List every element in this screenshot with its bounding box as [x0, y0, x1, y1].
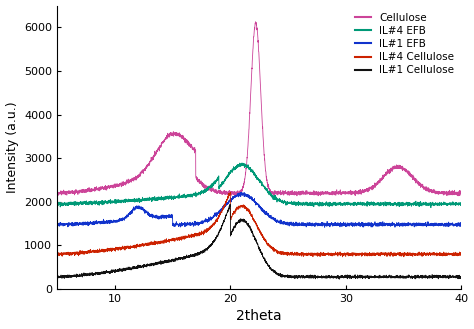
- IL#4 Cellulose: [311, 252, 317, 256]
- IL#1 Cellulose: [294, 275, 300, 279]
- Cellulose: [138, 169, 144, 173]
- Cellulose: [428, 189, 433, 192]
- IL#4 Cellulose: [340, 255, 346, 259]
- IL#4 EFB: [428, 201, 433, 205]
- Cellulose: [458, 191, 464, 195]
- IL#4 EFB: [201, 191, 206, 195]
- IL#1 Cellulose: [138, 265, 144, 269]
- IL#1 EFB: [245, 192, 251, 196]
- IL#4 Cellulose: [458, 252, 464, 256]
- IL#1 EFB: [311, 222, 317, 226]
- IL#4 Cellulose: [228, 190, 233, 194]
- IL#1 EFB: [458, 221, 464, 225]
- IL#1 Cellulose: [245, 224, 251, 228]
- IL#1 Cellulose: [54, 274, 60, 278]
- Cellulose: [201, 182, 206, 186]
- IL#1 Cellulose: [201, 250, 206, 254]
- IL#1 EFB: [54, 223, 60, 227]
- IL#4 EFB: [311, 202, 317, 206]
- IL#1 EFB: [428, 221, 433, 225]
- IL#4 Cellulose: [245, 207, 251, 211]
- IL#4 EFB: [239, 161, 245, 165]
- IL#1 Cellulose: [311, 274, 317, 278]
- Cellulose: [294, 190, 300, 194]
- Cellulose: [245, 146, 251, 150]
- IL#1 Cellulose: [337, 277, 342, 281]
- X-axis label: 2theta: 2theta: [237, 310, 282, 323]
- Y-axis label: Intensity (a.u.): Intensity (a.u.): [6, 101, 18, 193]
- IL#1 EFB: [238, 190, 244, 194]
- Line: IL#4 EFB: IL#4 EFB: [57, 163, 461, 208]
- IL#4 Cellulose: [201, 231, 206, 235]
- IL#4 EFB: [458, 202, 464, 206]
- IL#4 EFB: [54, 202, 60, 206]
- Line: IL#1 Cellulose: IL#1 Cellulose: [57, 204, 461, 279]
- Line: IL#1 EFB: IL#1 EFB: [57, 192, 461, 227]
- IL#4 EFB: [294, 202, 300, 206]
- Cellulose: [271, 194, 277, 198]
- IL#1 EFB: [294, 222, 300, 226]
- IL#1 Cellulose: [227, 202, 233, 206]
- IL#1 Cellulose: [458, 277, 464, 281]
- Legend: Cellulose, IL#4 EFB, IL#1 EFB, IL#4 Cellulose, IL#1 Cellulose: Cellulose, IL#4 EFB, IL#1 EFB, IL#4 Cell…: [353, 11, 456, 77]
- IL#4 Cellulose: [428, 251, 433, 255]
- Line: Cellulose: Cellulose: [57, 22, 461, 196]
- IL#4 EFB: [245, 165, 251, 169]
- IL#4 Cellulose: [54, 252, 60, 256]
- Cellulose: [253, 20, 258, 24]
- Cellulose: [54, 191, 60, 195]
- Cellulose: [311, 189, 317, 193]
- IL#1 EFB: [201, 220, 206, 224]
- IL#4 Cellulose: [138, 244, 144, 248]
- IL#4 EFB: [138, 197, 144, 201]
- Line: IL#4 Cellulose: IL#4 Cellulose: [57, 192, 461, 257]
- IL#4 EFB: [428, 206, 434, 210]
- IL#1 EFB: [322, 225, 328, 229]
- IL#1 Cellulose: [428, 274, 433, 278]
- IL#4 Cellulose: [294, 253, 300, 257]
- IL#1 EFB: [138, 206, 144, 210]
